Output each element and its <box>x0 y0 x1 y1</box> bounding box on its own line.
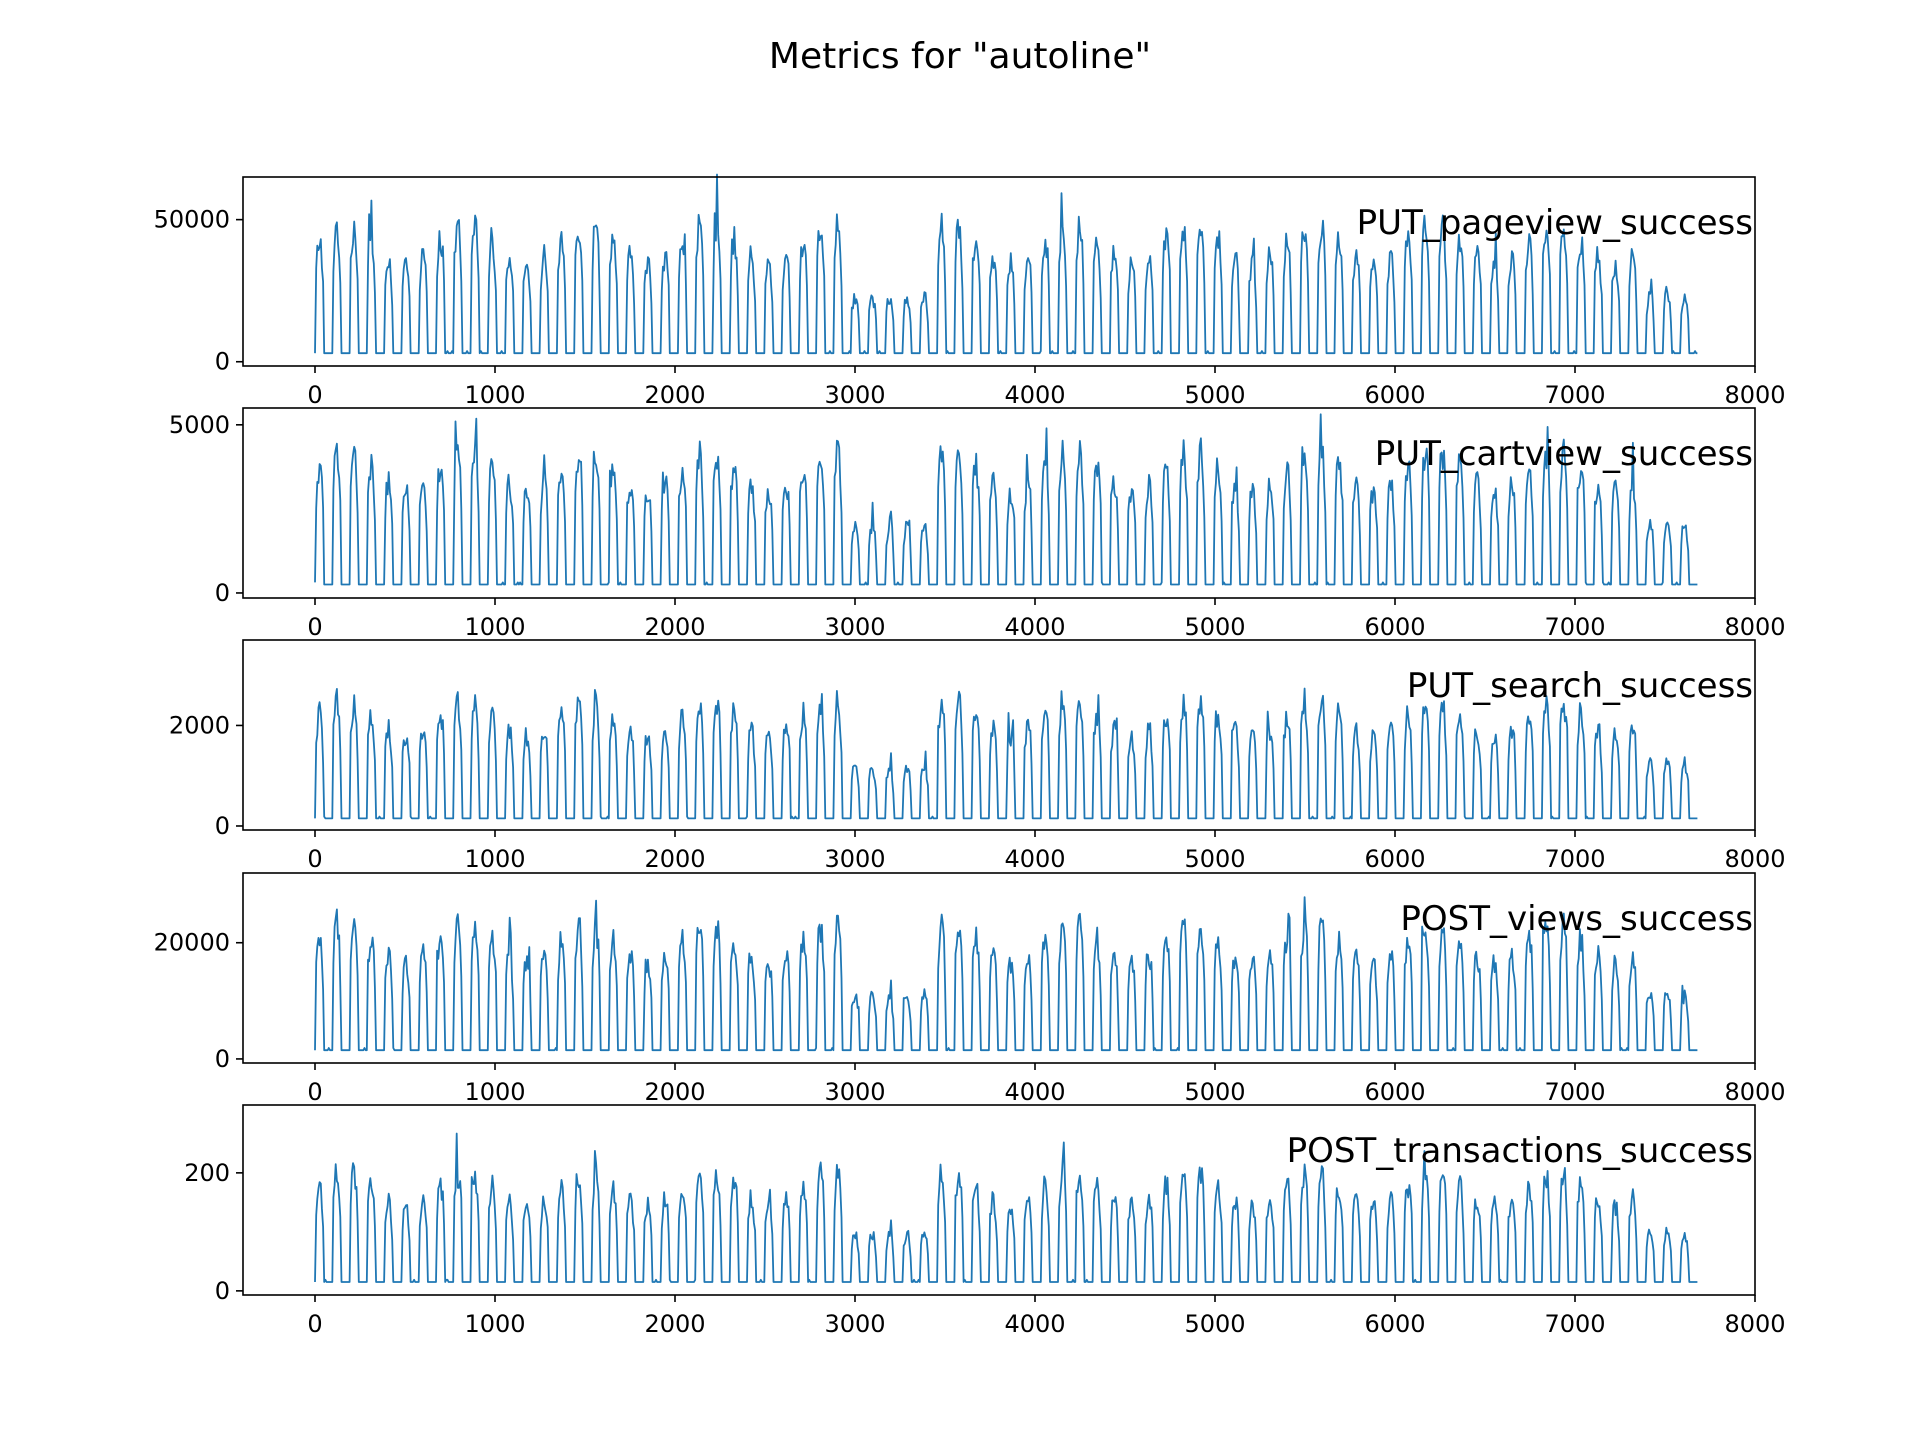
x-tick-label: 3000 <box>824 381 885 409</box>
y-tick-label: 50000 <box>154 206 230 234</box>
subplot-4: 0 20000 0 1000 2000 3000 4000 5000 6000 7000 8000 P… <box>154 872 1786 1106</box>
y-tick-label: 0 <box>215 348 230 376</box>
series-line <box>314 896 1698 1052</box>
y-tick-label: 5000 <box>169 411 230 439</box>
x-tick-label: 4000 <box>1004 1310 1065 1338</box>
series-line <box>314 173 1698 355</box>
x-tick-label: 8000 <box>1724 1078 1785 1106</box>
x-tick-label: 5000 <box>1184 1078 1245 1106</box>
x-tick-label: 6000 <box>1364 381 1425 409</box>
x-tick-label: 0 <box>307 845 322 873</box>
x-tick-label: 6000 <box>1364 1078 1425 1106</box>
x-tick-label: 4000 <box>1004 1078 1065 1106</box>
y-tick-label: 0 <box>215 812 230 840</box>
series-line <box>314 1132 1698 1283</box>
x-tick-label: 1000 <box>464 845 525 873</box>
x-tick-label: 2000 <box>644 613 705 641</box>
x-tick-label: 1000 <box>464 613 525 641</box>
series-label: POST_views_success <box>1400 899 1753 939</box>
x-tick-label: 5000 <box>1184 845 1245 873</box>
series-label: PUT_pageview_success <box>1357 203 1753 243</box>
x-tick-label: 2000 <box>644 1310 705 1338</box>
series-label: POST_transactions_success <box>1287 1131 1753 1171</box>
axes-frame <box>242 872 1756 1064</box>
x-tick-label: 5000 <box>1184 613 1245 641</box>
x-tick-label: 3000 <box>824 845 885 873</box>
x-tick-label: 1000 <box>464 1078 525 1106</box>
x-tick-label: 2000 <box>644 845 705 873</box>
x-tick-label: 8000 <box>1724 845 1785 873</box>
x-tick-label: 1000 <box>464 381 525 409</box>
x-tick-label: 5000 <box>1184 381 1245 409</box>
x-tick-label: 1000 <box>464 1310 525 1338</box>
x-tick-label: 3000 <box>824 1078 885 1106</box>
x-tick-label: 0 <box>307 381 322 409</box>
x-tick-label: 6000 <box>1364 845 1425 873</box>
axes-frame <box>242 639 1756 831</box>
y-tick-label: 20000 <box>154 929 230 957</box>
x-tick-label: 8000 <box>1724 381 1785 409</box>
subplot-3: 0 2000 0 1000 2000 3000 4000 5000 6000 7000 8000 PU… <box>169 639 1786 873</box>
x-tick-label: 8000 <box>1724 613 1785 641</box>
series-label: PUT_cartview_success <box>1375 434 1753 474</box>
y-tick-label: 0 <box>215 1277 230 1305</box>
x-tick-label: 3000 <box>824 1310 885 1338</box>
x-tick-label: 2000 <box>644 1078 705 1106</box>
figure-title: Metrics for "autoline" <box>769 36 1151 77</box>
series-line <box>314 413 1698 586</box>
y-tick-label: 0 <box>215 579 230 607</box>
x-tick-label: 7000 <box>1544 1310 1605 1338</box>
subplot-2: 0 5000 0 1000 2000 3000 4000 5000 6000 7000 8000 PU… <box>169 407 1786 641</box>
x-tick-label: 7000 <box>1544 1078 1605 1106</box>
x-tick-label: 0 <box>307 1310 322 1338</box>
axes-frame <box>242 407 1756 599</box>
series-label: PUT_search_success <box>1407 666 1753 706</box>
axes-frame <box>242 1104 1756 1296</box>
x-tick-label: 2000 <box>644 381 705 409</box>
x-tick-label: 7000 <box>1544 613 1605 641</box>
x-tick-label: 5000 <box>1184 1310 1245 1338</box>
x-tick-label: 4000 <box>1004 613 1065 641</box>
y-tick-label: 0 <box>215 1045 230 1073</box>
x-tick-label: 7000 <box>1544 381 1605 409</box>
x-tick-label: 3000 <box>824 613 885 641</box>
x-tick-label: 6000 <box>1364 1310 1425 1338</box>
subplot-1: 0 50000 0 1000 2000 3000 4000 5000 6000 7000 8000 P… <box>154 173 1786 409</box>
series-line <box>314 687 1698 820</box>
x-tick-label: 8000 <box>1724 1310 1785 1338</box>
y-tick-label: 200 <box>184 1159 230 1187</box>
axes-frame <box>242 176 1756 367</box>
x-tick-label: 7000 <box>1544 845 1605 873</box>
x-tick-label: 4000 <box>1004 845 1065 873</box>
x-tick-label: 6000 <box>1364 613 1425 641</box>
x-tick-label: 0 <box>307 1078 322 1106</box>
x-tick-label: 0 <box>307 613 322 641</box>
x-tick-label: 4000 <box>1004 381 1065 409</box>
y-tick-label: 2000 <box>169 711 230 739</box>
